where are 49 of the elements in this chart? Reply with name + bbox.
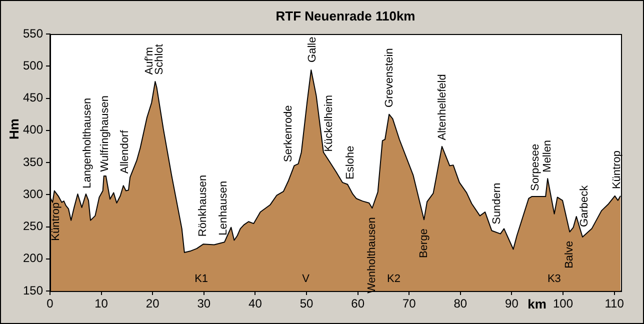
annotation: Lenhausen (217, 180, 230, 236)
annotation: Rönkhausen (196, 174, 209, 237)
x-tick-label: 30 (197, 296, 211, 311)
x-tick-label: 100 (553, 296, 574, 311)
x-tick-label: 50 (300, 296, 314, 311)
y-tick-label: 200 (22, 251, 44, 266)
x-tick-label: 40 (248, 296, 262, 311)
annotation: V (302, 273, 310, 286)
annotation: Auf'm Schlot (144, 44, 166, 75)
annotation: Mellen (542, 140, 554, 172)
x-tick-label: 110 (604, 296, 624, 311)
annotation: Galle (306, 36, 319, 62)
x-tick-label: 0 (46, 296, 54, 311)
annotation: Küntrop (610, 150, 623, 190)
annotation: Wulfringhausen (98, 95, 111, 172)
annotation: Küntrop (50, 202, 62, 241)
x-tick-label: 90 (505, 296, 519, 311)
x-tick-label: 80 (454, 296, 468, 311)
y-tick-label: 150 (22, 283, 44, 298)
y-axis-title: Hm (6, 118, 22, 140)
annotation: K3 (547, 273, 561, 286)
annotation: Balve (564, 240, 576, 268)
chart-title: RTF Neuenrade 110km (276, 8, 416, 24)
annotation: K2 (387, 273, 400, 286)
annotation: Serkenrode (282, 105, 295, 162)
x-tick-label: 20 (146, 296, 160, 311)
y-tick-label: 500 (22, 58, 44, 72)
y-tick-label: 450 (22, 90, 44, 105)
annotation: K1 (194, 273, 208, 286)
y-tick-label: 300 (22, 186, 44, 201)
annotation: Kückelheim (323, 94, 336, 152)
annotation: Langenholthausen (81, 98, 94, 188)
annotation: Eslohe (344, 146, 357, 180)
annotation: Sorpesee (529, 144, 542, 191)
x-axis-title: km (528, 296, 546, 312)
annotation: Garbeck (578, 184, 591, 227)
annotation: Allendorf (118, 129, 131, 174)
y-tick-label: 550 (22, 26, 44, 40)
x-tick-label: 60 (351, 296, 365, 311)
y-tick-label: 350 (22, 154, 44, 169)
y-tick-label: 250 (22, 219, 44, 234)
annotation: Sundern (490, 182, 503, 224)
annotation: Wenholthausen (366, 217, 378, 294)
x-tick-label: 10 (94, 296, 108, 311)
annotation: Altenhellefeld (436, 74, 448, 140)
annotation: Grevenstein (384, 48, 396, 108)
x-tick-label: 70 (402, 296, 416, 311)
y-tick-label: 400 (22, 122, 44, 137)
annotation: Berge (418, 228, 430, 258)
